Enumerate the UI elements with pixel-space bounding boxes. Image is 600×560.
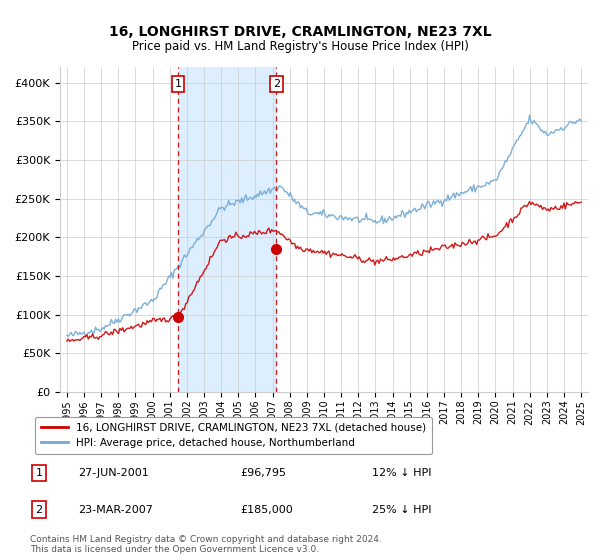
Text: 25% ↓ HPI: 25% ↓ HPI xyxy=(372,505,431,515)
Text: 1: 1 xyxy=(35,468,43,478)
Bar xyxy=(178,67,277,392)
Text: 2: 2 xyxy=(273,79,280,89)
Text: 23-MAR-2007: 23-MAR-2007 xyxy=(78,505,153,515)
Text: Contains HM Land Registry data © Crown copyright and database right 2024.: Contains HM Land Registry data © Crown c… xyxy=(30,535,382,544)
Text: 2: 2 xyxy=(35,505,43,515)
Text: 16, LONGHIRST DRIVE, CRAMLINGTON, NE23 7XL: 16, LONGHIRST DRIVE, CRAMLINGTON, NE23 7… xyxy=(109,25,491,39)
Text: £185,000: £185,000 xyxy=(240,505,293,515)
Text: Price paid vs. HM Land Registry's House Price Index (HPI): Price paid vs. HM Land Registry's House … xyxy=(131,40,469,53)
Text: This data is licensed under the Open Government Licence v3.0.: This data is licensed under the Open Gov… xyxy=(30,545,319,554)
Text: £96,795: £96,795 xyxy=(240,468,286,478)
Legend: 16, LONGHIRST DRIVE, CRAMLINGTON, NE23 7XL (detached house), HPI: Average price,: 16, LONGHIRST DRIVE, CRAMLINGTON, NE23 7… xyxy=(35,417,432,454)
Text: 12% ↓ HPI: 12% ↓ HPI xyxy=(372,468,431,478)
Text: 27-JUN-2001: 27-JUN-2001 xyxy=(78,468,149,478)
Text: 1: 1 xyxy=(175,79,182,89)
